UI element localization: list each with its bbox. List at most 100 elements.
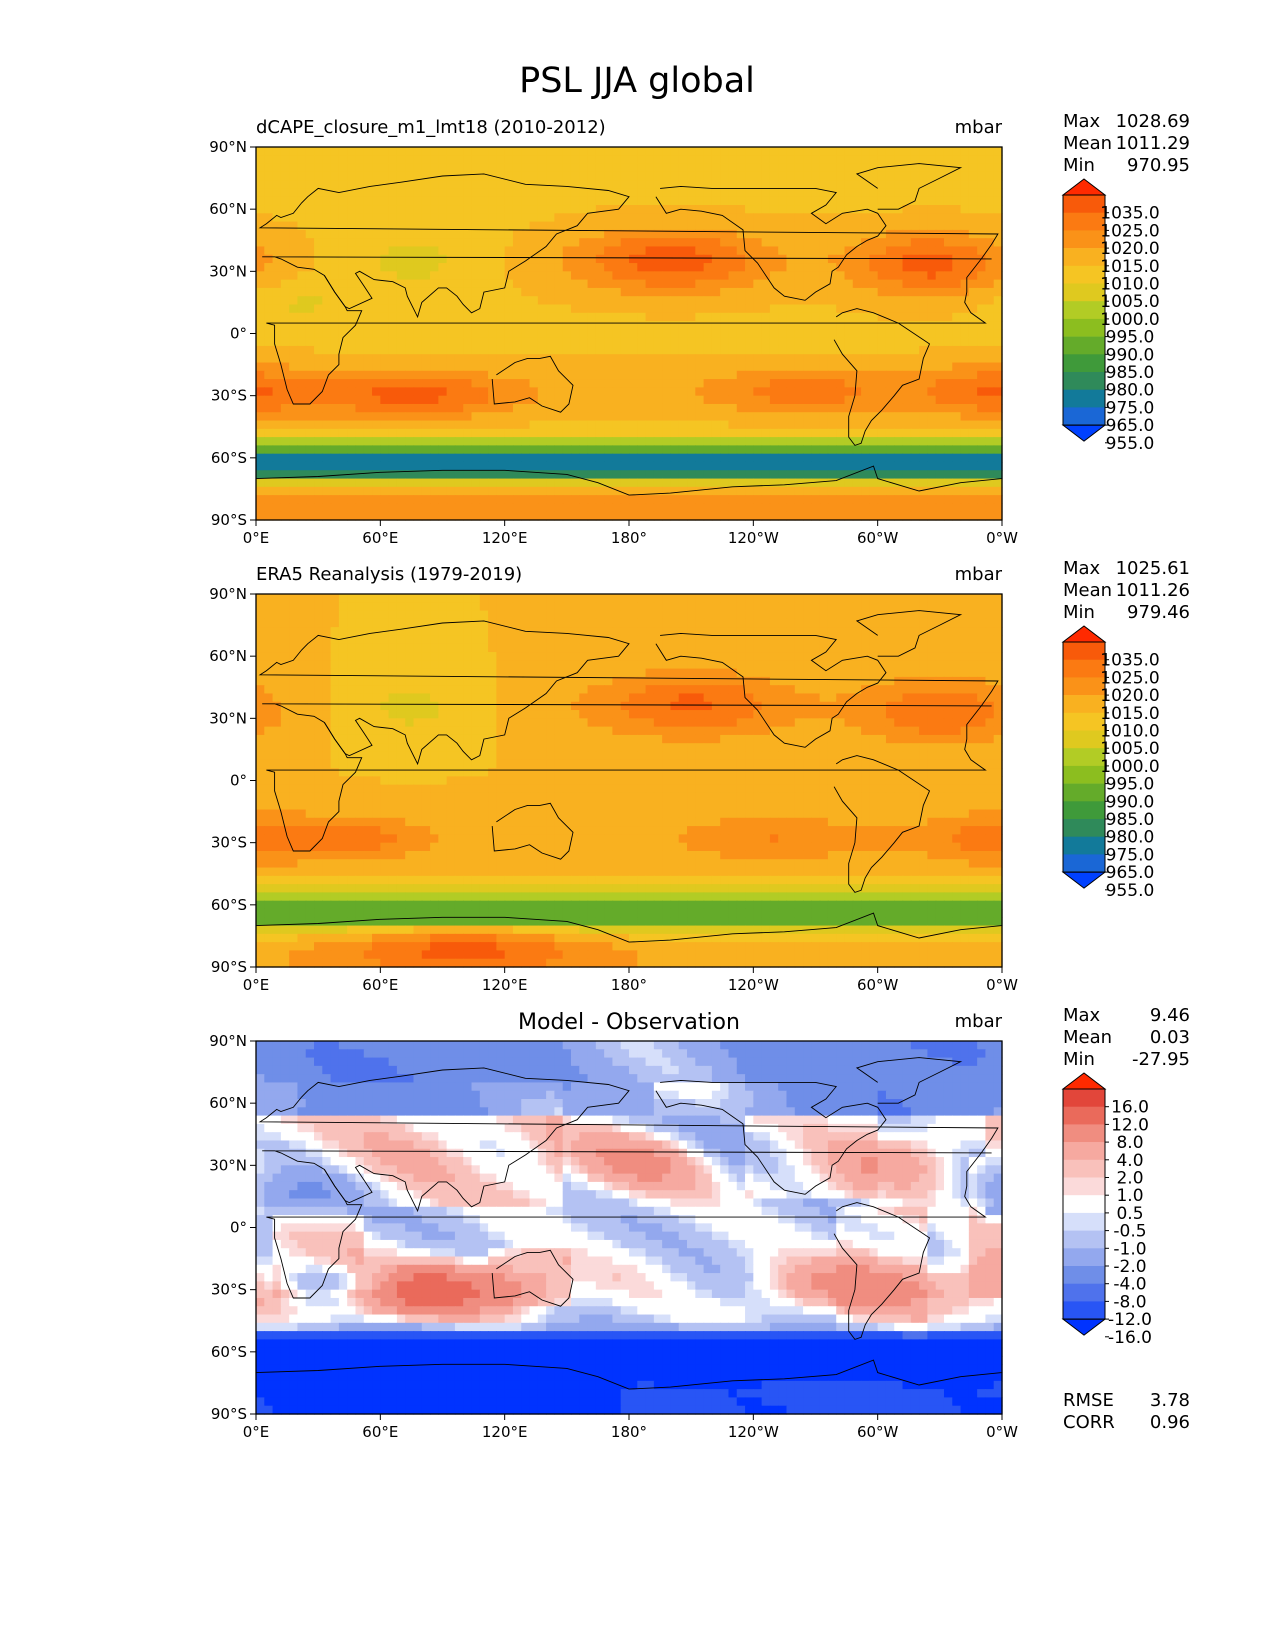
field-cell — [703, 229, 713, 239]
field-cell — [977, 263, 987, 272]
field-cell — [720, 213, 730, 223]
field-cell — [562, 345, 572, 355]
field-cell — [305, 155, 315, 165]
field-cell — [877, 618, 887, 628]
field-cell — [546, 470, 555, 480]
field-cell — [761, 610, 771, 620]
field-cell — [504, 329, 514, 339]
field-cell — [753, 387, 763, 397]
field-cell — [604, 287, 614, 297]
field-cell — [919, 387, 928, 397]
field-cell — [836, 453, 846, 463]
field-cell — [388, 312, 398, 322]
field-cell — [869, 205, 879, 214]
field-cell — [570, 329, 580, 339]
field-cell — [537, 395, 547, 405]
field-cell — [761, 495, 771, 505]
field-cell — [595, 643, 605, 653]
field-cell — [902, 312, 912, 322]
field-cell — [463, 254, 473, 264]
field-cell — [297, 403, 307, 413]
field-cell — [861, 660, 870, 670]
field-cell — [819, 163, 829, 173]
field-cell — [844, 511, 854, 521]
field-cell — [537, 221, 547, 231]
field-cell — [413, 271, 423, 281]
field-cell — [396, 271, 406, 281]
field-cell — [736, 196, 746, 206]
field-cell — [405, 478, 415, 488]
field-cell — [537, 345, 547, 355]
field-cell — [438, 296, 448, 306]
lat-tick-label: 90°N — [209, 138, 247, 156]
field-cell — [653, 486, 663, 496]
field-cell — [488, 511, 497, 521]
field-cell — [372, 246, 381, 256]
field-cell — [570, 246, 580, 256]
field-cell — [537, 155, 547, 165]
field-cell — [910, 412, 920, 422]
field-cell — [728, 296, 738, 306]
field-cell — [546, 345, 555, 355]
field-cell — [844, 287, 854, 297]
field-cell — [778, 312, 788, 322]
field-cell — [347, 660, 357, 670]
field-cell — [968, 511, 978, 521]
field-cell — [778, 263, 788, 272]
field-cell — [454, 503, 464, 513]
field-cell — [885, 503, 895, 513]
field-cell — [811, 196, 821, 206]
field-cell — [546, 453, 555, 463]
field-cell — [703, 171, 713, 181]
colorbar-label: 1010.0 — [1100, 275, 1159, 295]
field-cell — [430, 163, 439, 173]
field-cell — [322, 610, 332, 620]
field-cell — [438, 287, 448, 297]
field-cell — [595, 287, 605, 297]
field-cell — [438, 635, 448, 645]
field-cell — [836, 354, 846, 364]
lon-tick-label: 0°E — [243, 529, 270, 547]
field-cell — [595, 437, 605, 446]
field-cell — [280, 420, 290, 430]
field-cell — [695, 627, 705, 637]
field-cell — [280, 370, 290, 380]
field-cell — [388, 354, 398, 364]
field-cell — [256, 610, 265, 620]
field-cell — [985, 312, 995, 322]
field-cell — [579, 412, 589, 422]
field-cell — [728, 171, 738, 181]
field-cell — [570, 610, 580, 620]
field-cell — [711, 271, 721, 281]
field-cell — [595, 660, 605, 670]
field-cell — [960, 445, 970, 455]
field-cell — [405, 420, 415, 430]
field-cell — [604, 329, 614, 339]
field-cell — [363, 445, 373, 455]
field-cell — [405, 668, 415, 678]
field-cell — [347, 271, 357, 281]
field-cell — [836, 229, 846, 239]
field-cell — [769, 221, 779, 231]
field-cell — [629, 329, 638, 339]
field-cell — [264, 196, 274, 206]
field-cell — [952, 594, 962, 603]
field-cell — [653, 254, 663, 264]
field-cell — [363, 321, 373, 330]
field-cell — [695, 486, 705, 496]
field-cell — [910, 329, 920, 339]
field-cell — [885, 163, 895, 173]
field-cell — [338, 445, 348, 455]
field-cell — [289, 461, 299, 471]
field-cell — [413, 635, 423, 645]
field-cell — [612, 594, 622, 603]
field-cell — [977, 362, 987, 372]
field-cell — [993, 403, 1003, 413]
field-cell — [927, 618, 937, 628]
field-cell — [454, 412, 464, 422]
field-cell — [803, 511, 812, 521]
field-cell — [952, 618, 962, 628]
field-cell — [355, 602, 365, 612]
field-cell — [396, 362, 406, 372]
colorbar-segment — [1063, 372, 1105, 390]
